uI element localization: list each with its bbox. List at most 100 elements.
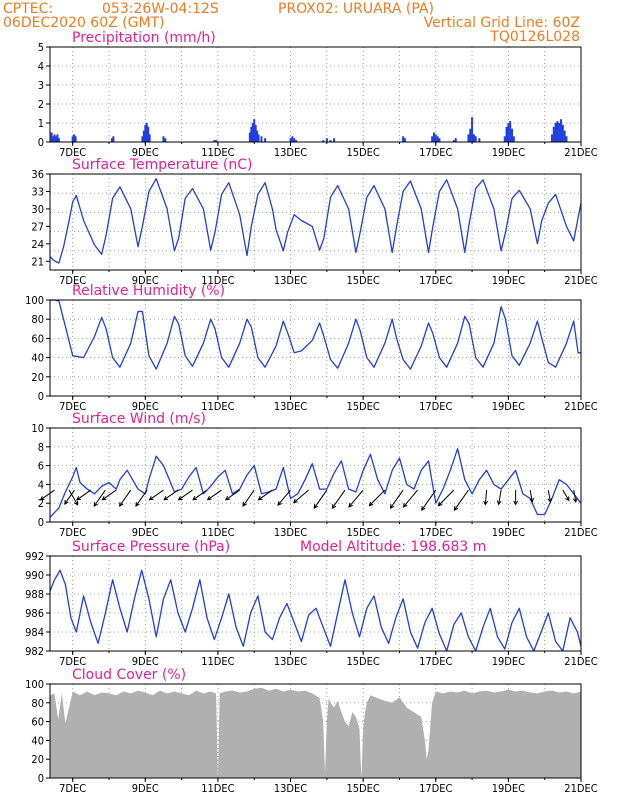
temp-title: Surface Temperature (nC): [72, 157, 253, 173]
press-xtick-label: 17DEC: [419, 655, 452, 668]
wind-arrow: [225, 489, 240, 501]
wind-arrow: [277, 489, 291, 506]
precip-bar: [164, 138, 167, 142]
rh-ytick-label: 20: [31, 371, 44, 384]
wind-arrow-head: [483, 500, 489, 506]
precip-bar: [110, 138, 113, 142]
rh-xtick-label: 7DEC: [59, 400, 86, 413]
precip-xtick-label: 7DEC: [59, 146, 86, 159]
press-xtick-label: 11DEC: [201, 655, 234, 668]
wind-frame: [49, 427, 582, 523]
wind-arrow: [438, 489, 455, 506]
precip-bar: [54, 136, 57, 142]
precip-ytick-label: 1: [38, 117, 44, 130]
press-line: [49, 569, 582, 652]
wind-arrow: [258, 489, 273, 501]
cloud-ytick-label: 100: [25, 678, 44, 691]
precip-bar: [434, 134, 437, 142]
wind-arrow-head: [93, 501, 99, 507]
precip-ytick-label: 2: [38, 98, 44, 111]
cloud-ytick-label: 80: [31, 697, 44, 710]
precip-bar: [467, 134, 470, 142]
header-station: PROX02: URUARA (PA): [278, 1, 434, 17]
temp-ytick-label: 21: [31, 255, 44, 268]
rh-xtick-label: 17DEC: [419, 400, 452, 413]
temp-panel: [46, 173, 582, 274]
wind-arrow: [119, 489, 132, 507]
wind-arrow: [484, 489, 488, 505]
wind-xtick-label: 17DEC: [419, 526, 452, 539]
wind-arrow: [403, 489, 418, 508]
press-ytick-label: 986: [25, 607, 44, 620]
wind-arrow-head: [39, 495, 45, 501]
precip-bar: [71, 136, 74, 142]
press-ytick-label: 990: [25, 569, 44, 582]
precip-xtick-label: 11DEC: [201, 146, 234, 159]
cloud-xtick-label: 9DEC: [132, 782, 159, 795]
precip-bar: [556, 121, 559, 142]
wind-arrow: [331, 489, 346, 509]
wind-arrow-head: [206, 495, 212, 501]
press-panel: [46, 555, 582, 655]
wind-arrow-head: [135, 501, 140, 507]
precip-bar: [550, 134, 553, 142]
press-ytick-label: 992: [25, 550, 44, 563]
precip-bar: [215, 140, 218, 142]
cloud-title: Cloud Cover (%): [72, 667, 186, 683]
wind-arrow-head: [389, 504, 395, 509]
press-xtick-label: 7DEC: [59, 655, 86, 668]
wind-ytick-label: 6: [38, 460, 44, 473]
precip-bar: [333, 138, 336, 142]
precip-bar: [260, 136, 263, 142]
precip-bar: [144, 124, 147, 142]
precip-bar: [248, 132, 251, 142]
wind-arrow: [498, 489, 502, 505]
press-ytick-label: 984: [25, 626, 44, 639]
precip-bar: [471, 117, 474, 142]
precip-bar: [472, 134, 475, 142]
precip-bar: [251, 123, 254, 142]
temp-xtick-label: 7DEC: [59, 274, 86, 287]
wind-xtick-label: 9DEC: [132, 526, 159, 539]
rh-xtick-label: 19DEC: [492, 400, 525, 413]
header-coordinates: 053:26W-04:12S: [102, 1, 219, 17]
precip-bar: [432, 132, 435, 142]
cloud-frame: [49, 683, 582, 779]
header-run-id: TQ0126L028: [489, 29, 580, 45]
precip-bar: [50, 132, 53, 142]
precip-xtick-label: 21DEC: [564, 146, 597, 159]
precip-bar: [74, 136, 77, 142]
wind-arrow: [313, 489, 328, 509]
precip-ytick-label: 0: [38, 136, 44, 149]
cloud-ytick-label: 60: [31, 716, 44, 729]
wind-ytick-label: 2: [38, 497, 44, 510]
precip-xtick-label: 17DEC: [419, 146, 452, 159]
press-xtick-label: 9DEC: [132, 655, 159, 668]
precip-bar: [112, 136, 115, 142]
temp-ytick-label: 24: [31, 238, 44, 251]
wind-arrow: [421, 489, 437, 511]
press-xtick-label: 13DEC: [274, 655, 307, 668]
precip-bar: [253, 119, 256, 142]
temp-xtick-label: 21DEC: [564, 274, 597, 287]
precip-bar: [162, 136, 165, 142]
temp-xtick-label: 11DEC: [201, 274, 234, 287]
precip-bar: [293, 138, 296, 142]
wind-arrow: [573, 489, 577, 502]
header-grid-note: Vertical Grid Line: 60Z: [424, 15, 580, 31]
temp-xtick-label: 19DEC: [492, 274, 525, 287]
wind-arrow-head: [453, 506, 459, 511]
press-xtick-label: 15DEC: [346, 655, 379, 668]
wind-arrow: [293, 489, 310, 503]
rh-ytick-label: 40: [31, 352, 44, 365]
temp-frame: [49, 173, 582, 271]
wind-ytick-label: 0: [38, 516, 44, 529]
wind-xtick-label: 7DEC: [59, 526, 86, 539]
precip-bar: [474, 136, 477, 142]
wind-xtick-label: 19DEC: [492, 526, 525, 539]
precip-bar: [322, 140, 325, 142]
wind-arrow: [529, 489, 533, 502]
wind-arrow-head: [64, 499, 69, 505]
precip-bar: [403, 138, 406, 142]
